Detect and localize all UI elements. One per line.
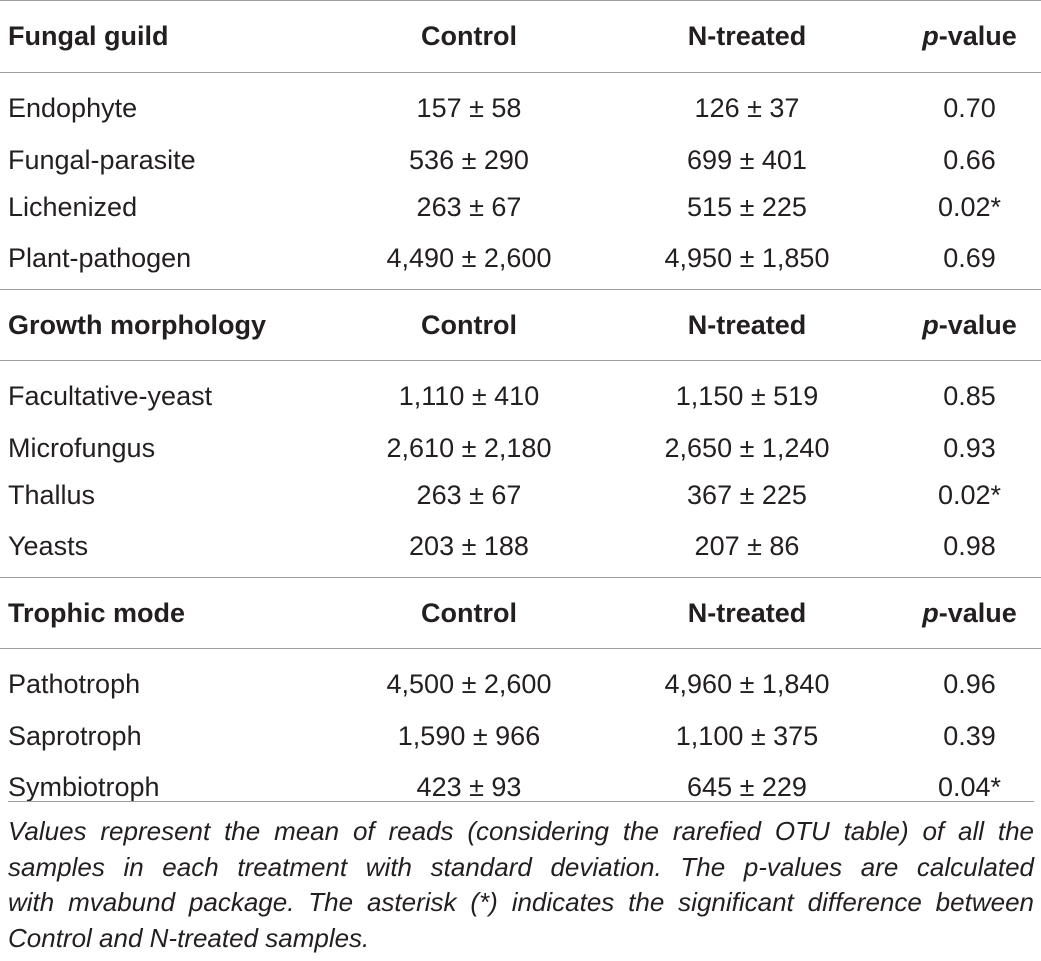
column-header-ntreated: N-treated: [596, 0, 898, 73]
row-control: 1,110 ± 410: [398, 380, 540, 411]
table-row: Pathotroph 4,500 ± 2,600 4,960 ± 1,840 0…: [0, 649, 1041, 714]
row-pvalue: 0.02*: [937, 480, 1002, 510]
table-caption: Values represent the mean of reads (cons…: [8, 801, 1034, 956]
row-control: 203 ± 188: [409, 530, 529, 561]
row-pvalue: 0.39: [943, 721, 996, 751]
row-ntreated: 515 ± 225: [687, 192, 807, 222]
table-row: Yeasts 203 ± 188 207 ± 86 0.98: [0, 519, 1041, 578]
table-row: Facultative-yeast 1,110 ± 410 1,150 ± 51…: [0, 361, 1041, 426]
results-table: Fungal guild Control N-treated p-value E…: [0, 0, 1041, 818]
row-name: Plant-pathogen: [8, 242, 192, 273]
row-pvalue: 0.66: [943, 145, 996, 175]
row-name: Endophyte: [8, 92, 138, 123]
table-row: Thallus 263 ± 67 367 ± 225 0.02*: [0, 472, 1041, 519]
table-row: Endophyte 157 ± 58 126 ± 37 0.70: [0, 73, 1041, 138]
row-name: Yeasts: [8, 530, 89, 561]
row-ntreated: 699 ± 401: [687, 145, 807, 175]
pvalue-p: p: [922, 597, 939, 628]
column-header-ntreated: N-treated: [596, 289, 898, 361]
table-row: Saprotroph 1,590 ± 966 1,100 ± 375 0.39: [0, 713, 1041, 760]
row-ntreated: 4,960 ± 1,840: [664, 668, 830, 699]
caption-line: Values represent the mean of reads (cons…: [8, 816, 1034, 846]
caption-line: Control and N-treated samples.: [8, 922, 370, 953]
row-ntreated: 645 ± 229: [687, 771, 807, 802]
row-control: 1,590 ± 966: [397, 721, 541, 751]
row-control: 4,490 ± 2,600: [386, 242, 552, 273]
pvalue-p: p: [922, 309, 939, 340]
pvalue-rest: -value: [938, 21, 1017, 51]
table-row: Symbiotroph 423 ± 93 645 ± 229 0.04*: [0, 760, 1041, 818]
column-header-ntreated: N-treated: [596, 577, 898, 649]
table-row: Fungal-parasite 536 ± 290 699 ± 401 0.66: [0, 137, 1041, 184]
row-ntreated: 2,650 ± 1,240: [664, 433, 830, 463]
pvalue-rest: -value: [938, 597, 1017, 628]
table-row: Plant-pathogen 4,490 ± 2,600 4,950 ± 1,8…: [0, 231, 1041, 290]
table-row: Microfungus 2,610 ± 2,180 2,650 ± 1,240 …: [0, 425, 1041, 472]
row-pvalue: 0.70: [943, 92, 996, 123]
row-name: Lichenized: [8, 192, 138, 222]
section-header-growth-morphology: Growth morphology Control N-treated p-va…: [0, 289, 1041, 361]
row-control: 4,500 ± 2,600: [386, 668, 552, 699]
row-pvalue: 0.93: [943, 433, 996, 463]
caption-line: with mvabund package. The asterisk (*) i…: [8, 887, 1034, 917]
row-name: Facultative-yeast: [8, 380, 213, 411]
row-ntreated: 126 ± 37: [694, 92, 800, 123]
column-header-name: Fungal guild: [0, 0, 342, 73]
caption-line: samples in each treatment with standard …: [8, 851, 1034, 882]
column-header-control: Control: [342, 577, 596, 649]
column-header-control: Control: [342, 0, 596, 73]
row-ntreated: 207 ± 86: [694, 530, 800, 561]
row-control: 423 ± 93: [416, 771, 522, 802]
row-name: Pathotroph: [8, 668, 141, 699]
row-control: 263 ± 67: [416, 480, 522, 510]
column-header-name: Trophic mode: [0, 577, 342, 649]
row-control: 536 ± 290: [409, 145, 529, 175]
column-header-pvalue: p-value: [898, 289, 1041, 361]
row-name: Microfungus: [8, 433, 156, 463]
row-control: 2,610 ± 2,180: [386, 433, 552, 463]
row-pvalue: 0.85: [943, 380, 996, 411]
row-pvalue: 0.98: [943, 530, 996, 561]
row-pvalue: 0.02*: [937, 192, 1002, 222]
pvalue-rest: -value: [938, 309, 1017, 340]
row-ntreated: 367 ± 225: [687, 480, 807, 510]
column-header-control: Control: [342, 289, 596, 361]
section-header-fungal-guild: Fungal guild Control N-treated p-value: [0, 0, 1041, 73]
row-pvalue: 0.69: [943, 242, 996, 273]
row-pvalue: 0.04*: [937, 771, 1002, 802]
row-name: Saprotroph: [8, 721, 142, 751]
column-header-name: Growth morphology: [0, 289, 342, 361]
row-control: 263 ± 67: [416, 192, 522, 222]
pvalue-p: p: [922, 21, 939, 51]
row-control: 157 ± 58: [416, 92, 522, 123]
row-name: Thallus: [8, 480, 96, 510]
section-header-trophic-mode: Trophic mode Control N-treated p-value: [0, 577, 1041, 649]
column-header-pvalue: p-value: [898, 577, 1041, 649]
row-name: Fungal-parasite: [8, 145, 196, 175]
row-name: Symbiotroph: [8, 771, 160, 802]
column-header-pvalue: p-value: [898, 0, 1041, 73]
row-ntreated: 1,100 ± 375: [675, 721, 819, 751]
row-ntreated: 1,150 ± 519: [675, 380, 819, 411]
table-row: Lichenized 263 ± 67 515 ± 225 0.02*: [0, 184, 1041, 231]
row-pvalue: 0.96: [943, 668, 996, 699]
row-ntreated: 4,950 ± 1,850: [664, 242, 830, 273]
